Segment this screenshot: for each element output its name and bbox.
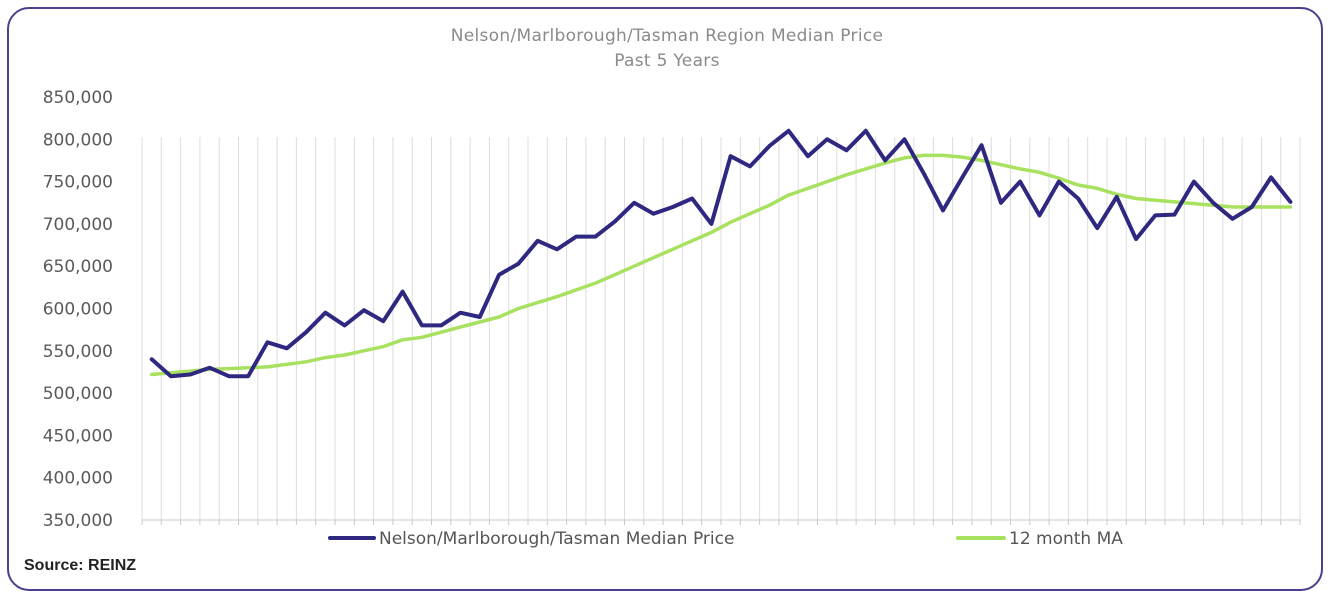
y-tick-label: 600,000 [43,300,113,320]
chart-frame [7,7,1323,591]
y-tick-label: 450,000 [43,426,113,446]
y-tick-label: 850,000 [43,88,113,108]
chart-subtitle: Past 5 Years [614,51,720,71]
legend: Nelson/Marlborough/Tasman Median Price 12… [328,529,1123,549]
axes [141,519,1301,525]
y-tick-label: 400,000 [43,469,113,489]
legend-item-12-month-ma: 12 month MA [956,529,1123,549]
y-axis-tick-labels: 350,000 400,000 450,000 500,000 550,000 600,0… [43,88,113,531]
y-tick-label: 800,000 [43,130,113,150]
series-lines [149,128,1293,379]
gridlines [141,137,1301,520]
legend-label: Nelson/Marlborough/Tasman Median Price [379,529,734,549]
y-tick-label: 650,000 [43,257,113,277]
moving-average-line [149,153,1293,377]
y-tick-label: 500,000 [43,384,113,404]
chart-title: Nelson/Marlborough/Tasman Region Median … [450,26,884,46]
legend-label: 12 month MA [1009,529,1123,549]
source-note: Source: REINZ [24,557,137,574]
y-tick-label: 750,000 [43,173,113,193]
median-price-line [149,128,1293,379]
y-tick-label: 700,000 [43,215,113,235]
legend-item-median-price: Nelson/Marlborough/Tasman Median Price [328,529,734,549]
y-tick-label: 350,000 [43,511,113,531]
y-tick-label: 550,000 [43,342,113,362]
